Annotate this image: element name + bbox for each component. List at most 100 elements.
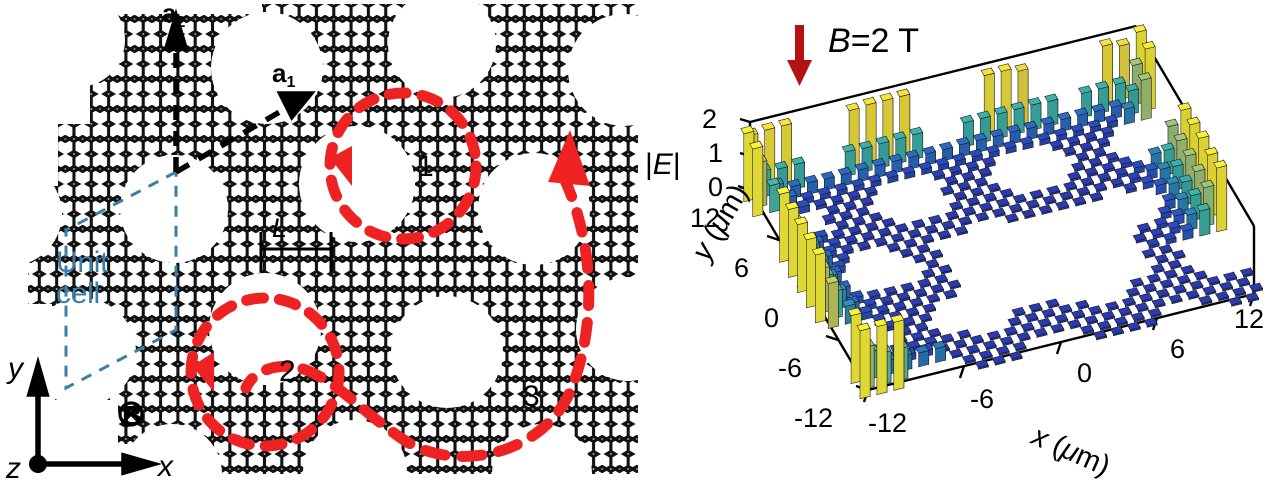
x-tick-6: 6 [1170, 334, 1186, 364]
bar-face [929, 283, 945, 293]
bar-face [1202, 285, 1217, 295]
bar-face [1130, 312, 1145, 321]
b-field-arrow-icon [787, 25, 812, 86]
bar-face [901, 165, 916, 175]
bar-face [1050, 323, 1065, 332]
bar-face [894, 223, 909, 232]
z-tick-1: 1 [708, 138, 724, 168]
bar-face [847, 225, 862, 234]
axis-triad [26, 355, 163, 476]
bar-face [1177, 102, 1192, 111]
x-tick-neg12: -12 [868, 408, 908, 438]
bar-face [1007, 316, 1022, 326]
bar-face [1223, 271, 1238, 281]
bar-face [1095, 136, 1110, 146]
bar-face [956, 329, 971, 338]
bar-face [896, 291, 911, 301]
bar-face [940, 220, 956, 229]
bar-face [851, 216, 866, 225]
bar-face [917, 278, 932, 287]
bar-face [884, 170, 899, 179]
bar-face [1147, 146, 1162, 155]
bar-face [1143, 162, 1158, 172]
y-tick-12: 12 [690, 203, 721, 233]
bar-face [1126, 321, 1141, 331]
bar-face [918, 161, 933, 171]
bar-face [1228, 296, 1243, 306]
bar-face [847, 307, 862, 316]
bar-face [864, 221, 879, 231]
b-field-into-page-icon [118, 401, 144, 427]
honeycomb-lattice-svg [28, 4, 638, 474]
bar-face [972, 132, 987, 142]
bar-face [1141, 41, 1156, 50]
bar-face [1193, 270, 1208, 279]
bar-face [961, 354, 976, 363]
bar-face [959, 114, 974, 124]
bar-face [1134, 302, 1149, 311]
bar-face [931, 340, 947, 350]
bar-face [1029, 189, 1044, 199]
bar-face [991, 207, 1006, 217]
bar-face [935, 345, 946, 364]
bar-face [786, 178, 802, 188]
bar-face [1128, 57, 1143, 67]
bar-face [938, 141, 954, 151]
bar-face [873, 236, 888, 246]
bar-face [1079, 141, 1094, 151]
bar-face [1137, 72, 1152, 81]
bar-face [977, 167, 992, 176]
b-field-magnitude-label: B=2 T [828, 22, 919, 61]
bar-face [1045, 298, 1060, 308]
bar-face [837, 166, 852, 176]
bar-face [806, 237, 817, 309]
bar-face [903, 238, 918, 247]
bar-face [933, 274, 949, 283]
bar-face [1096, 172, 1111, 181]
bar-face [778, 118, 793, 127]
bar-face [1215, 291, 1230, 300]
bar-face [877, 227, 892, 236]
bar-face [1016, 331, 1031, 341]
bar-face [1132, 232, 1147, 242]
bar-face [1199, 208, 1211, 237]
bar-face [811, 246, 826, 256]
bar-face [1049, 139, 1064, 149]
bar-face [1145, 237, 1160, 247]
bar-face [1235, 277, 1251, 286]
bar-face [841, 298, 856, 307]
bar-face [1150, 263, 1165, 273]
bar-face [1062, 146, 1077, 155]
bar-face [968, 149, 983, 158]
bar-face [1182, 148, 1197, 157]
bar-face [834, 219, 849, 228]
bar-face [1161, 192, 1176, 202]
bar-face [816, 186, 831, 196]
bar-face [1088, 191, 1104, 201]
bar-face [1063, 181, 1078, 190]
bar-face [1143, 317, 1158, 327]
bar-face [925, 258, 940, 268]
current-loop-23 [240, 172, 595, 462]
bar-face [1033, 327, 1048, 337]
bar-face [776, 186, 791, 195]
bar-face [839, 243, 854, 253]
bar-face [790, 156, 805, 166]
bar-face [1003, 326, 1018, 335]
bar-face [952, 338, 967, 348]
bar-face [1086, 119, 1102, 129]
bar-face [1142, 283, 1157, 292]
bar-face [829, 194, 844, 203]
y-tick-6: 6 [734, 253, 750, 283]
bar-face [947, 164, 962, 174]
bar-face [1157, 205, 1172, 214]
bar-face [1248, 282, 1263, 292]
bar-face [1151, 298, 1166, 307]
bar-face [1152, 177, 1167, 187]
bar-face [1099, 125, 1114, 135]
bar-face [1019, 136, 1034, 145]
bar-face [858, 140, 873, 150]
bar-face [1158, 244, 1173, 253]
bar-face [922, 303, 937, 312]
